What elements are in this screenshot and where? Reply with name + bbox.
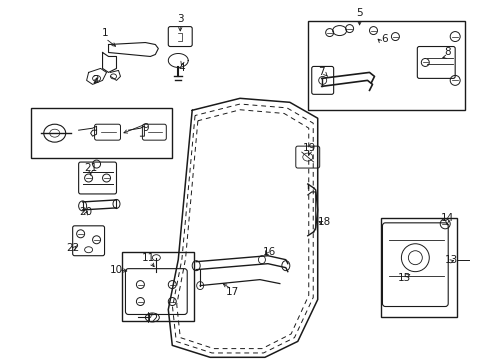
Text: 2: 2: [92, 75, 99, 85]
Text: 14: 14: [440, 213, 453, 223]
Bar: [122, 252, 194, 321]
Text: 13: 13: [444, 255, 457, 265]
Text: 10: 10: [110, 265, 123, 275]
Text: 6: 6: [380, 33, 387, 44]
Text: 20: 20: [79, 207, 92, 217]
Text: 19: 19: [303, 143, 316, 153]
Text: 4: 4: [179, 63, 185, 73]
Text: 1: 1: [102, 28, 109, 37]
Text: 12: 12: [145, 314, 159, 324]
Text: 21: 21: [84, 163, 97, 173]
Text: 9: 9: [142, 123, 148, 133]
Text: 5: 5: [356, 8, 362, 18]
Bar: [31, 108, 172, 158]
Text: 3: 3: [177, 14, 183, 24]
Text: 18: 18: [317, 217, 331, 227]
Text: 17: 17: [225, 287, 238, 297]
Text: 8: 8: [443, 48, 449, 58]
Bar: [381, 218, 456, 318]
Bar: [307, 21, 464, 110]
Text: 16: 16: [263, 247, 276, 257]
Text: 15: 15: [397, 273, 410, 283]
Text: 22: 22: [66, 243, 79, 253]
Text: 7: 7: [318, 67, 325, 77]
Text: 11: 11: [142, 253, 155, 263]
